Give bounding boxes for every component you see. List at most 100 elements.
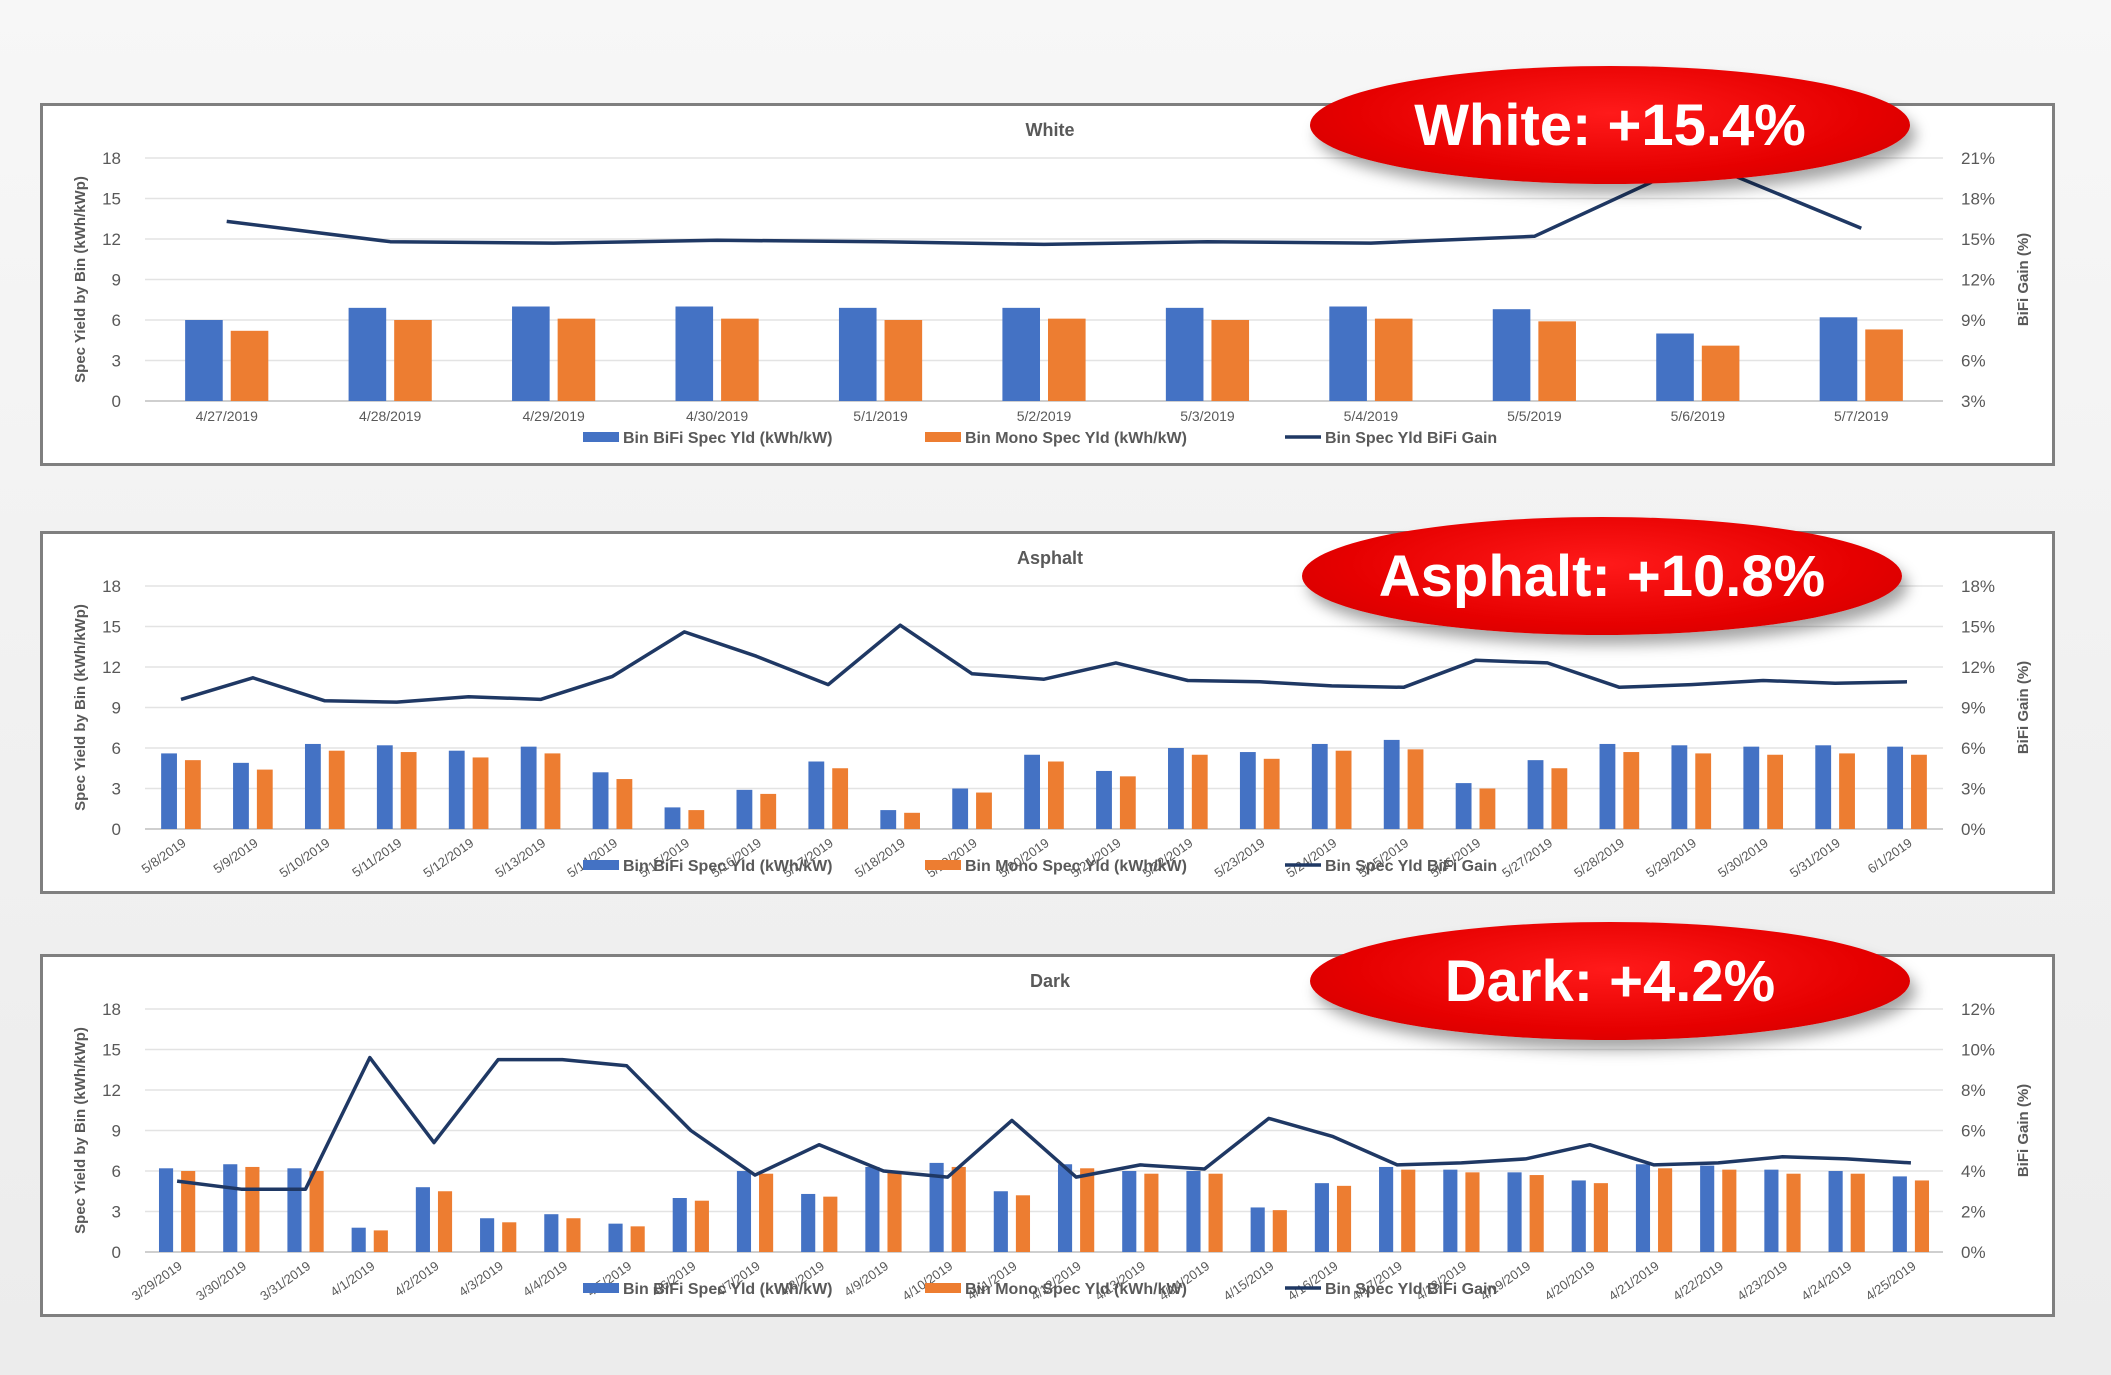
c1-bar-bifi bbox=[1527, 760, 1544, 829]
c2-bar-mono bbox=[951, 1166, 966, 1252]
c0-x-tick-label: 5/5/2019 bbox=[1507, 408, 1562, 424]
c0-bar-mono bbox=[394, 320, 432, 401]
c0-bar-bifi bbox=[675, 306, 714, 401]
c0-legend-label: Bin Spec Yld BiFi Gain bbox=[1325, 430, 1497, 447]
c1-y-tick-label: 0 bbox=[112, 820, 121, 839]
c1-x-tick-label: 5/28/2019 bbox=[1571, 835, 1627, 880]
c2-y-tick-label: 3 bbox=[112, 1203, 121, 1222]
c2-bar-bifi bbox=[801, 1193, 816, 1252]
c2-bar-mono bbox=[502, 1222, 517, 1252]
c1-bar-bifi bbox=[233, 762, 249, 829]
c1-y-tick-label: 12 bbox=[102, 658, 121, 677]
c2-x-tick-label: 3/31/2019 bbox=[257, 1258, 313, 1303]
c1-y2-tick-label: 15% bbox=[1961, 618, 1995, 637]
c1-y2-tick-label: 9% bbox=[1961, 699, 1986, 718]
c2-x-tick-label: 4/4/2019 bbox=[520, 1258, 570, 1299]
c2-y2-tick-label: 6% bbox=[1961, 1122, 1986, 1141]
c2-bar-bifi bbox=[1057, 1164, 1073, 1252]
c2-bar-bifi bbox=[865, 1166, 880, 1252]
c2-bar-bifi bbox=[223, 1164, 238, 1252]
c2-bar-bifi bbox=[672, 1198, 687, 1252]
c0-bar-mono bbox=[1374, 318, 1413, 401]
c1-bar-bifi bbox=[1239, 752, 1256, 829]
c1-bar-mono bbox=[832, 768, 849, 829]
c1-gain-line bbox=[180, 623, 1908, 704]
c0-bar-bifi bbox=[1492, 309, 1531, 401]
c2-title: Dark bbox=[1030, 971, 1071, 991]
c0-x-tick-label: 5/3/2019 bbox=[1180, 408, 1235, 424]
c2-y2-tick-label: 12% bbox=[1961, 1000, 1995, 1019]
c0-y2-tick-label: 3% bbox=[1961, 392, 1986, 411]
c0-bar-mono bbox=[884, 320, 923, 401]
c0-y2-axis-title: BiFi Gain (%) bbox=[2015, 233, 2032, 326]
c1-legend-label: Bin Spec Yld BiFi Gain bbox=[1325, 858, 1497, 875]
c0-bar-mono bbox=[1865, 329, 1903, 401]
c2-bar-mono bbox=[373, 1230, 388, 1252]
c1-bar-bifi bbox=[1815, 745, 1832, 829]
c0-y-tick-label: 3 bbox=[112, 352, 121, 371]
c0-y2-tick-label: 21% bbox=[1961, 149, 1995, 168]
c0-bar-bifi bbox=[1329, 306, 1367, 401]
c1-bar-mono bbox=[472, 757, 489, 829]
c2-y2-axis-title: BiFi Gain (%) bbox=[2015, 1084, 2032, 1177]
c2-bar-bifi bbox=[993, 1191, 1008, 1252]
c0-y-tick-label: 9 bbox=[112, 271, 121, 290]
c1-bar-mono bbox=[688, 810, 705, 829]
c2-bar-mono bbox=[1272, 1210, 1287, 1252]
c2-bar-mono bbox=[309, 1171, 324, 1252]
c0-y2-tick-label: 15% bbox=[1961, 230, 1995, 249]
c0-bar-bifi bbox=[838, 307, 877, 401]
c2-bar-bifi bbox=[480, 1218, 495, 1252]
c2-bar-bifi bbox=[1186, 1171, 1201, 1252]
c2-bar-mono bbox=[1850, 1173, 1865, 1252]
c1-y2-tick-label: 0% bbox=[1961, 820, 1986, 839]
c0-x-tick-label: 4/28/2019 bbox=[359, 408, 421, 424]
c1-y-tick-label: 15 bbox=[102, 618, 121, 637]
c2-bar-mono bbox=[887, 1171, 902, 1252]
chart-dark: Dark 0 3 6 9 12 15 18 0% 2% 4% 6% 8% 10% 12% Spec Yield… bbox=[72, 971, 2032, 1304]
c0-x-tick-label: 5/4/2019 bbox=[1344, 408, 1399, 424]
c2-bar-bifi bbox=[1314, 1183, 1329, 1252]
c1-x-tick-label: 5/10/2019 bbox=[277, 835, 333, 880]
c1-x-tick-label: 5/12/2019 bbox=[420, 835, 476, 880]
c1-bar-bifi bbox=[664, 807, 681, 829]
c2-bar-mono bbox=[1080, 1168, 1095, 1252]
c1-bar-bifi bbox=[1311, 743, 1328, 829]
c2-bar-mono bbox=[1786, 1173, 1801, 1252]
c1-x-tick-label: 5/27/2019 bbox=[1499, 835, 1555, 880]
chart-panel-dark: Dark 0 3 6 9 12 15 18 0% 2% 4% 6% 8% 10% 12% Spec Yield… bbox=[40, 954, 2055, 1317]
c1-legend-swatch bbox=[925, 860, 961, 870]
c0-title: White bbox=[1026, 120, 1075, 140]
c0-bar-mono bbox=[721, 318, 759, 401]
c0-y-tick-label: 12 bbox=[102, 230, 121, 249]
c1-x-tick-label: 5/8/2019 bbox=[139, 835, 189, 876]
c0-y-axis-title: Spec Yield by Bin (kWh/kWp) bbox=[72, 176, 89, 383]
c2-bar-mono bbox=[181, 1171, 196, 1252]
c0-bar-bifi bbox=[1165, 307, 1204, 401]
c0-y2-tick-label: 6% bbox=[1961, 352, 1986, 371]
c2-x-tick-label: 4/21/2019 bbox=[1606, 1258, 1662, 1303]
c0-bar-mono bbox=[1538, 321, 1576, 401]
c1-bar-mono bbox=[1623, 752, 1640, 829]
c1-y-tick-label: 9 bbox=[112, 699, 121, 718]
c2-bar-mono bbox=[1144, 1173, 1159, 1252]
c2-x-tick-label: 4/1/2019 bbox=[327, 1258, 377, 1299]
c2-bar-mono bbox=[1208, 1173, 1223, 1252]
c2-bar-mono bbox=[566, 1218, 581, 1252]
c2-bar-bifi bbox=[1828, 1171, 1843, 1252]
c1-bar-mono bbox=[1048, 761, 1064, 829]
c0-legend-label: Bin BiFi Spec Yld (kWh/kW) bbox=[623, 430, 833, 447]
c1-bar-bifi bbox=[1887, 746, 1904, 829]
c1-y2-tick-label: 18% bbox=[1961, 577, 1995, 596]
c1-y2-axis-title: BiFi Gain (%) bbox=[2015, 661, 2032, 754]
c1-bar-bifi bbox=[520, 746, 537, 829]
c1-bar-bifi bbox=[1599, 743, 1616, 829]
c2-bar-bifi bbox=[1443, 1169, 1458, 1252]
c1-bar-bifi bbox=[808, 761, 825, 829]
c0-gain-line bbox=[226, 158, 1862, 247]
c1-x-tick-label: 5/31/2019 bbox=[1787, 835, 1843, 880]
c0-x-tick-label: 4/30/2019 bbox=[686, 408, 748, 424]
c2-bar-mono bbox=[1722, 1169, 1737, 1252]
c2-bar-mono bbox=[630, 1226, 645, 1252]
c2-bar-bifi bbox=[1892, 1176, 1907, 1252]
